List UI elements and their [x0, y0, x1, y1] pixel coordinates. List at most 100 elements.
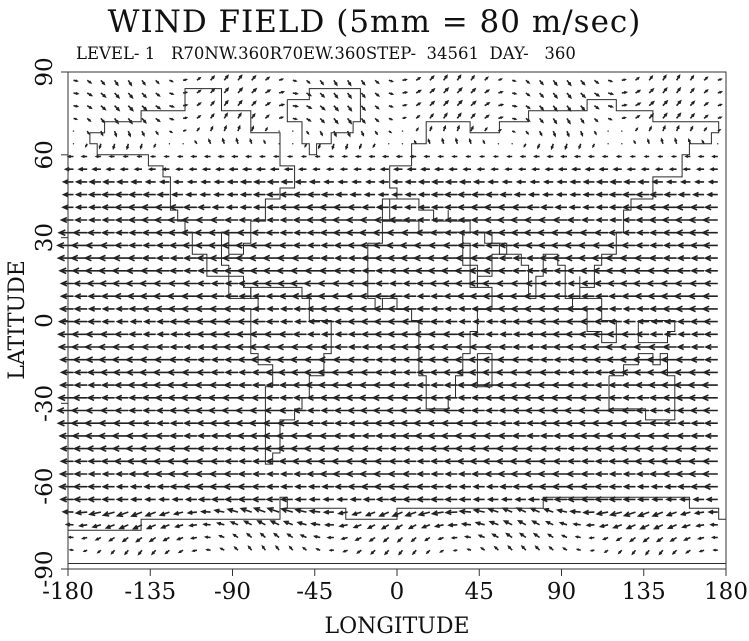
wind-vector	[101, 510, 115, 517]
wind-vector	[712, 548, 718, 552]
wind-vector	[182, 254, 197, 262]
wind-vector	[429, 293, 444, 300]
wind-vector	[181, 445, 197, 453]
wind-vector	[141, 79, 146, 86]
wind-vector	[598, 523, 609, 529]
wind-vector	[272, 154, 280, 159]
wind-vector	[278, 130, 280, 132]
wind-vector	[127, 92, 134, 100]
wind-vector	[210, 496, 225, 503]
wind-vector	[387, 216, 403, 224]
wind-vector	[603, 549, 609, 554]
wind-vector	[648, 229, 663, 236]
wind-vector	[467, 432, 485, 440]
wind-vector	[552, 343, 567, 351]
wind-vector	[251, 74, 257, 81]
wind-vector	[280, 178, 293, 185]
wind-vector	[305, 419, 321, 427]
wind-vector	[125, 143, 130, 151]
wind-vector	[509, 280, 526, 287]
wind-vector	[168, 242, 184, 249]
wind-vector	[374, 369, 389, 376]
wind-vector	[564, 143, 568, 151]
wind-vector	[86, 394, 101, 402]
wind-vector	[648, 100, 656, 107]
wind-vector	[193, 381, 211, 389]
wind-vector	[128, 470, 142, 478]
wind-vector	[675, 112, 682, 119]
wind-vector	[113, 79, 119, 87]
wind-vector	[368, 154, 376, 159]
wind-vector	[191, 549, 198, 553]
wind-vector	[539, 92, 545, 99]
wind-vector	[374, 445, 389, 452]
wind-vector	[182, 143, 184, 145]
wind-vector	[112, 254, 129, 262]
wind-vector	[374, 343, 389, 351]
wind-vector	[496, 267, 513, 275]
wind-vector	[689, 74, 695, 81]
wind-vector	[320, 483, 334, 490]
wind-vector	[404, 511, 417, 517]
wind-vector	[360, 331, 376, 338]
wind-vector	[293, 483, 307, 490]
wind-vector	[622, 483, 636, 490]
wind-vector	[141, 105, 148, 112]
wind-vector	[237, 445, 252, 452]
wind-vector	[373, 483, 389, 491]
wind-vector	[72, 280, 88, 287]
wind-vector	[593, 105, 600, 110]
wind-vector	[258, 154, 266, 159]
wind-vector	[104, 524, 115, 529]
wind-vector	[156, 191, 170, 198]
wind-vector	[676, 254, 691, 262]
wind-vector	[469, 203, 485, 211]
wind-vector	[174, 167, 184, 172]
wind-vector	[444, 483, 458, 490]
wind-vector	[231, 154, 238, 159]
wind-vector	[73, 381, 88, 389]
wind-vector	[442, 74, 448, 81]
wind-vector	[388, 104, 394, 108]
wind-vector	[541, 191, 554, 198]
wind-vector	[306, 242, 321, 249]
wind-vector	[456, 407, 471, 414]
wind-vector	[155, 254, 170, 262]
wind-vector	[690, 254, 705, 262]
wind-vector	[86, 130, 90, 136]
wind-vector	[141, 254, 156, 262]
wind-vector	[661, 229, 677, 237]
wind-vector	[101, 318, 115, 325]
wind-vector	[566, 216, 581, 224]
wind-vector	[593, 130, 597, 136]
wind-vector	[317, 356, 334, 364]
wind-vector	[72, 143, 75, 145]
wind-vector	[263, 407, 280, 414]
wind-vector	[128, 394, 142, 401]
wind-vector	[673, 445, 691, 453]
wind-vector	[141, 117, 147, 124]
wind-vector	[319, 117, 326, 124]
wind-vector	[404, 179, 417, 185]
wind-vector	[86, 117, 92, 123]
wind-vector	[251, 458, 266, 465]
wind-vector	[491, 533, 499, 539]
wind-vector	[661, 305, 677, 313]
wind-vector	[71, 229, 88, 237]
wind-vector	[278, 90, 286, 94]
wind-vector	[305, 254, 321, 262]
wind-vector	[534, 545, 541, 551]
wind-vector	[196, 356, 211, 363]
wind-vector	[353, 167, 362, 172]
wind-vector	[415, 496, 430, 503]
wind-vector	[72, 130, 75, 132]
wind-vector	[454, 343, 471, 351]
wind-vector	[130, 511, 143, 518]
wind-vector	[194, 216, 211, 224]
wind-vector	[537, 143, 541, 150]
wind-vector	[430, 204, 444, 211]
wind-vector	[363, 191, 376, 198]
wind-vector	[701, 457, 718, 465]
wind-vector	[169, 420, 184, 427]
wind-vector	[690, 343, 705, 351]
